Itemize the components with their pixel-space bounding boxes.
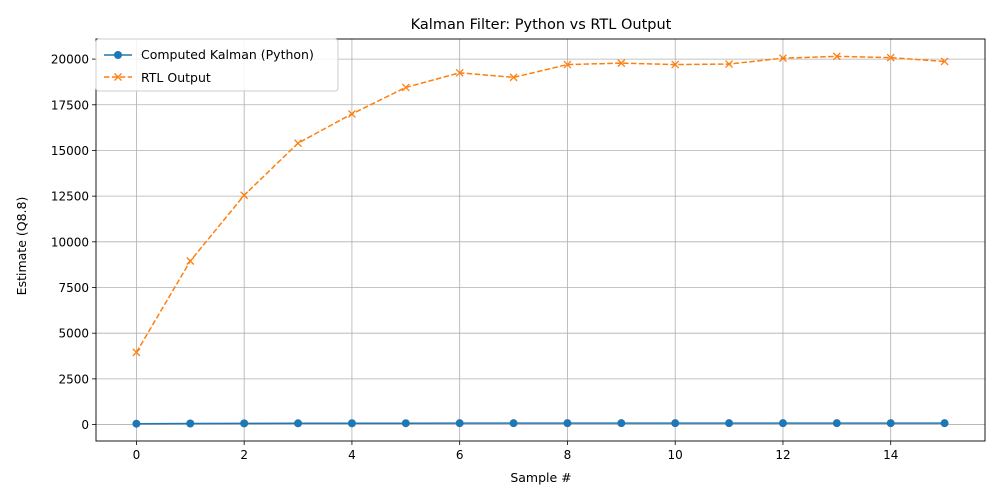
legend-item-python: Computed Kalman (Python)	[104, 47, 314, 62]
y-tick-label: 15000	[51, 144, 89, 158]
data-point	[778, 54, 787, 63]
series-rtl	[132, 52, 949, 357]
data-point	[294, 139, 303, 148]
data-point	[940, 57, 949, 66]
series-group	[132, 52, 949, 428]
x-axis-label: Sample #	[510, 470, 571, 485]
axis-ticks: 0 2 4 6 8 10 12 14 0 2500 5000 7500 10000 12500 15000 1…	[51, 53, 899, 462]
data-point	[725, 60, 734, 68]
data-point	[886, 419, 895, 428]
legend-box	[95, 38, 339, 92]
y-tick-label: 0	[81, 418, 89, 432]
data-point	[509, 73, 518, 82]
x-tick-label: 12	[775, 448, 790, 462]
data-point	[401, 419, 410, 428]
y-tick-label: 17500	[51, 98, 89, 112]
data-point	[132, 419, 141, 428]
y-tick-label: 20000	[51, 53, 89, 67]
data-point	[563, 419, 572, 428]
series-line	[135, 55, 945, 353]
data-point	[832, 52, 841, 61]
data-point	[725, 419, 734, 428]
data-point	[671, 419, 680, 428]
y-tick-label: 5000	[58, 327, 89, 341]
series-python	[132, 419, 949, 428]
data-point	[778, 419, 787, 428]
data-point	[294, 419, 303, 428]
data-point	[401, 83, 410, 92]
x-tick-label: 4	[348, 448, 356, 462]
data-point	[186, 419, 195, 428]
data-point	[886, 53, 895, 62]
y-axis-label: Estimate (Q8.8)	[14, 197, 29, 296]
data-point	[940, 419, 949, 428]
data-point	[509, 419, 518, 428]
data-point	[240, 419, 249, 428]
data-point	[240, 191, 249, 200]
data-point	[617, 419, 626, 428]
data-point	[186, 257, 195, 265]
data-point	[347, 419, 356, 428]
legend: Computed Kalman (Python) RTL Output	[95, 38, 339, 92]
plot-frame	[95, 38, 986, 442]
x-tick-label: 14	[883, 448, 898, 462]
data-point	[563, 60, 572, 69]
x-tick-label: 2	[240, 448, 248, 462]
data-point	[132, 348, 141, 357]
chart-title: Kalman Filter: Python vs RTL Output	[411, 17, 672, 33]
data-point	[347, 109, 356, 118]
data-point	[832, 419, 841, 428]
legend-label-rtl: RTL Output	[141, 70, 211, 85]
legend-item-rtl: RTL Output	[104, 70, 211, 85]
x-tick-label: 6	[456, 448, 464, 462]
data-point	[671, 60, 680, 69]
y-tick-label: 10000	[51, 235, 89, 249]
x-tick-label: 0	[133, 448, 141, 462]
legend-marker	[114, 51, 122, 59]
legend-label-python: Computed Kalman (Python)	[141, 47, 314, 62]
y-tick-label: 2500	[58, 372, 89, 386]
data-point	[617, 59, 626, 68]
x-tick-label: 10	[668, 448, 683, 462]
series-line	[136, 422, 945, 425]
data-point	[455, 68, 464, 77]
data-point	[455, 419, 464, 428]
x-tick-label: 8	[564, 448, 572, 462]
legend-marker	[114, 73, 122, 81]
y-tick-label: 7500	[58, 281, 89, 295]
y-tick-label: 12500	[51, 190, 89, 204]
